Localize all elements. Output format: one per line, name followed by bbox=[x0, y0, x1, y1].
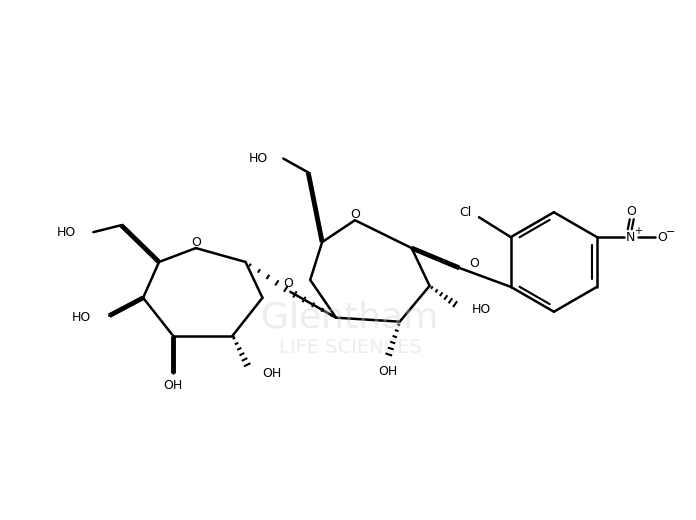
Text: Glentham: Glentham bbox=[262, 301, 438, 335]
Text: N: N bbox=[626, 231, 635, 244]
Text: HO: HO bbox=[72, 311, 91, 324]
Text: O: O bbox=[469, 257, 480, 270]
Text: O: O bbox=[350, 208, 360, 221]
Text: Cl: Cl bbox=[459, 206, 471, 219]
Text: HO: HO bbox=[57, 226, 77, 239]
Text: O: O bbox=[283, 277, 293, 290]
Text: −: − bbox=[666, 227, 675, 237]
Text: HO: HO bbox=[471, 303, 491, 316]
Text: O: O bbox=[191, 236, 200, 249]
Text: OH: OH bbox=[378, 365, 397, 378]
Text: OH: OH bbox=[164, 379, 182, 392]
Text: O: O bbox=[626, 205, 635, 218]
Text: +: + bbox=[634, 226, 642, 236]
Text: O: O bbox=[658, 231, 667, 244]
Text: HO: HO bbox=[249, 152, 269, 165]
Text: LIFE SCIENCES: LIFE SCIENCES bbox=[278, 338, 421, 357]
Text: OH: OH bbox=[262, 367, 282, 380]
